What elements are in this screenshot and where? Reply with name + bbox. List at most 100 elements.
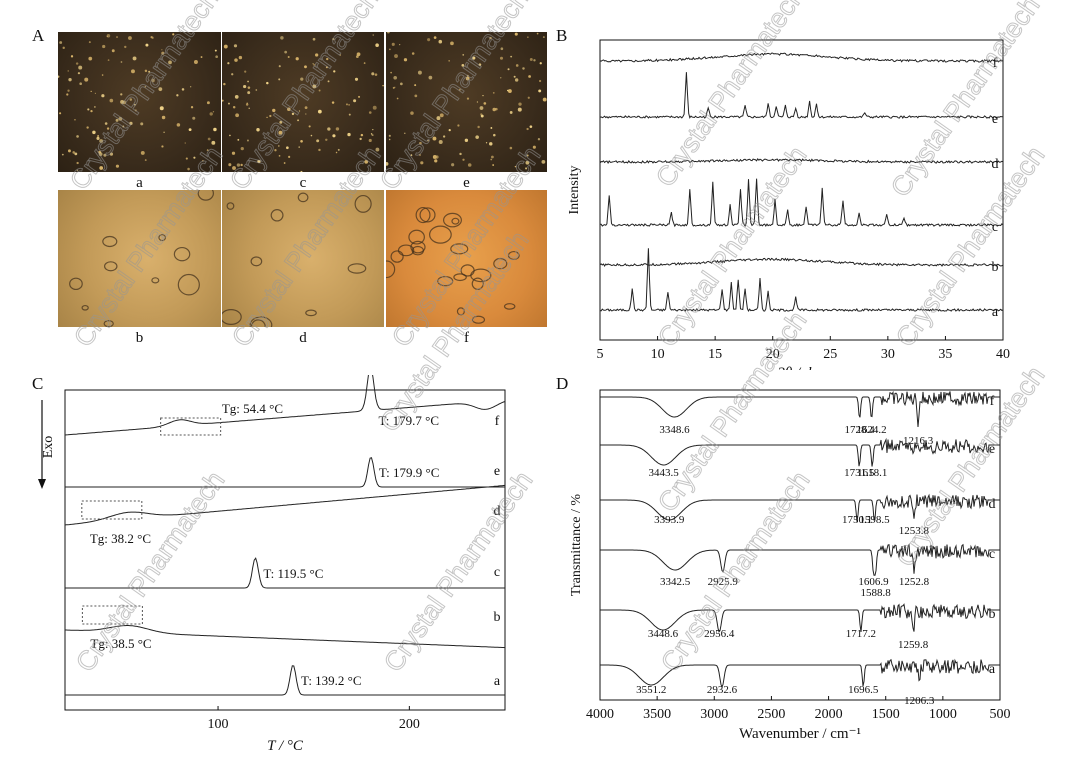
dsc-ylabel: Exo — [41, 436, 56, 459]
dsc-annotation-b: Tg: 38.5 °C — [90, 636, 151, 651]
crystal-speck — [148, 70, 151, 73]
crystal-speck — [528, 75, 531, 78]
crystal-speck — [161, 51, 165, 55]
crystal-speck — [489, 142, 493, 146]
xrpd-tick-label: 30 — [881, 347, 895, 362]
particle — [410, 240, 426, 254]
crystal-speck — [315, 53, 319, 57]
crystal-speck — [451, 163, 455, 167]
crystal-speck — [231, 151, 236, 155]
crystal-speck — [151, 36, 154, 39]
ftir-band-label: 1206.3 — [904, 695, 935, 707]
crystal-speck — [187, 167, 190, 171]
crystal-speck — [274, 149, 277, 152]
ftir-band-label: 3551.2 — [636, 684, 666, 696]
crystal-speck — [337, 148, 340, 151]
particle — [415, 206, 431, 224]
crystal-speck — [467, 163, 472, 167]
crystal-speck — [364, 159, 369, 164]
crystal-speck — [269, 114, 272, 118]
xrpd-ylabel: Intensity — [567, 166, 582, 215]
crystal-speck — [76, 161, 79, 165]
crystal-speck — [458, 88, 461, 91]
dsc-tg-box-f — [160, 417, 222, 436]
crystal-speck — [266, 81, 269, 85]
crystal-speck — [325, 138, 328, 142]
crystal-speck — [140, 122, 144, 126]
crystal-speck — [419, 154, 421, 156]
crystal-speck — [106, 35, 109, 38]
crystal-speck — [206, 101, 210, 105]
crystal-speck — [131, 69, 135, 74]
crystal-speck — [419, 141, 422, 145]
crystal-speck — [145, 43, 149, 47]
crystal-speck — [144, 159, 147, 161]
micrograph-c — [222, 32, 384, 172]
dsc-series-label-d: d — [494, 504, 501, 519]
dsc-series-a — [65, 665, 505, 696]
particle — [460, 264, 475, 277]
crystal-speck — [188, 128, 192, 132]
crystal-speck — [514, 165, 517, 168]
ftir-band-label: 1618.1 — [857, 467, 887, 479]
crystal-speck — [200, 56, 203, 58]
crystal-speck — [288, 155, 291, 158]
xrpd-chart: 5 10 15 20 25 30 35 40 2θ / deg Intensity a b c d e f — [567, 39, 1010, 370]
crystal-speck — [382, 84, 384, 87]
crystal-speck — [247, 86, 251, 89]
particle — [81, 304, 89, 311]
crystal-speck — [536, 32, 539, 35]
crystal-speck — [305, 113, 307, 115]
crystal-speck — [448, 129, 451, 132]
crystal-speck — [410, 111, 414, 115]
crystal-speck — [527, 96, 530, 99]
crystal-speck — [284, 50, 288, 54]
crystal-speck — [298, 110, 301, 112]
crystal-speck — [459, 152, 462, 156]
crystal-speck — [312, 37, 316, 41]
crystal-speck — [134, 103, 136, 106]
crystal-speck — [233, 44, 238, 48]
crystal-speck — [61, 153, 64, 156]
crystal-speck — [410, 154, 413, 156]
crystal-speck — [465, 76, 470, 81]
crystal-speck — [312, 84, 317, 89]
particle — [270, 209, 284, 222]
crystal-speck — [466, 74, 469, 77]
dsc-tg-box-d — [81, 500, 143, 520]
crystal-speck — [312, 63, 314, 65]
crystal-speck — [517, 107, 522, 112]
crystal-speck — [527, 36, 529, 38]
crystal-speck — [354, 77, 359, 81]
crystal-speck — [244, 70, 247, 73]
crystal-speck — [67, 70, 69, 72]
particle — [305, 309, 317, 317]
crystal-speck — [427, 139, 429, 142]
crystal-speck — [245, 103, 249, 106]
crystal-speck — [417, 70, 422, 75]
xrpd-tick-label: 15 — [708, 347, 722, 362]
crystal-speck — [107, 59, 110, 61]
crystal-speck — [248, 107, 250, 109]
crystal-speck — [279, 120, 283, 124]
crystal-speck — [434, 159, 438, 163]
xrpd-frame — [599, 39, 1004, 341]
crystal-speck — [59, 112, 62, 115]
ftir-band-label: 3342.5 — [660, 576, 691, 588]
particle — [451, 217, 460, 225]
xrpd-xlabel: 2θ / deg — [777, 365, 826, 370]
crystal-speck — [313, 63, 316, 66]
ftir-band-label: 3393.9 — [654, 514, 685, 526]
crystal-speck — [190, 106, 194, 109]
crystal-speck — [353, 99, 357, 103]
particle — [354, 194, 372, 213]
crystal-speck — [122, 125, 125, 128]
crystal-speck — [235, 113, 240, 118]
ftir-band-label: 1696.5 — [848, 684, 879, 696]
crystal-speck — [115, 118, 119, 122]
crystal-speck — [339, 54, 342, 56]
crystal-speck — [295, 57, 299, 61]
dsc-series-e — [65, 457, 505, 488]
crystal-speck — [228, 163, 232, 167]
crystal-speck — [185, 157, 188, 160]
